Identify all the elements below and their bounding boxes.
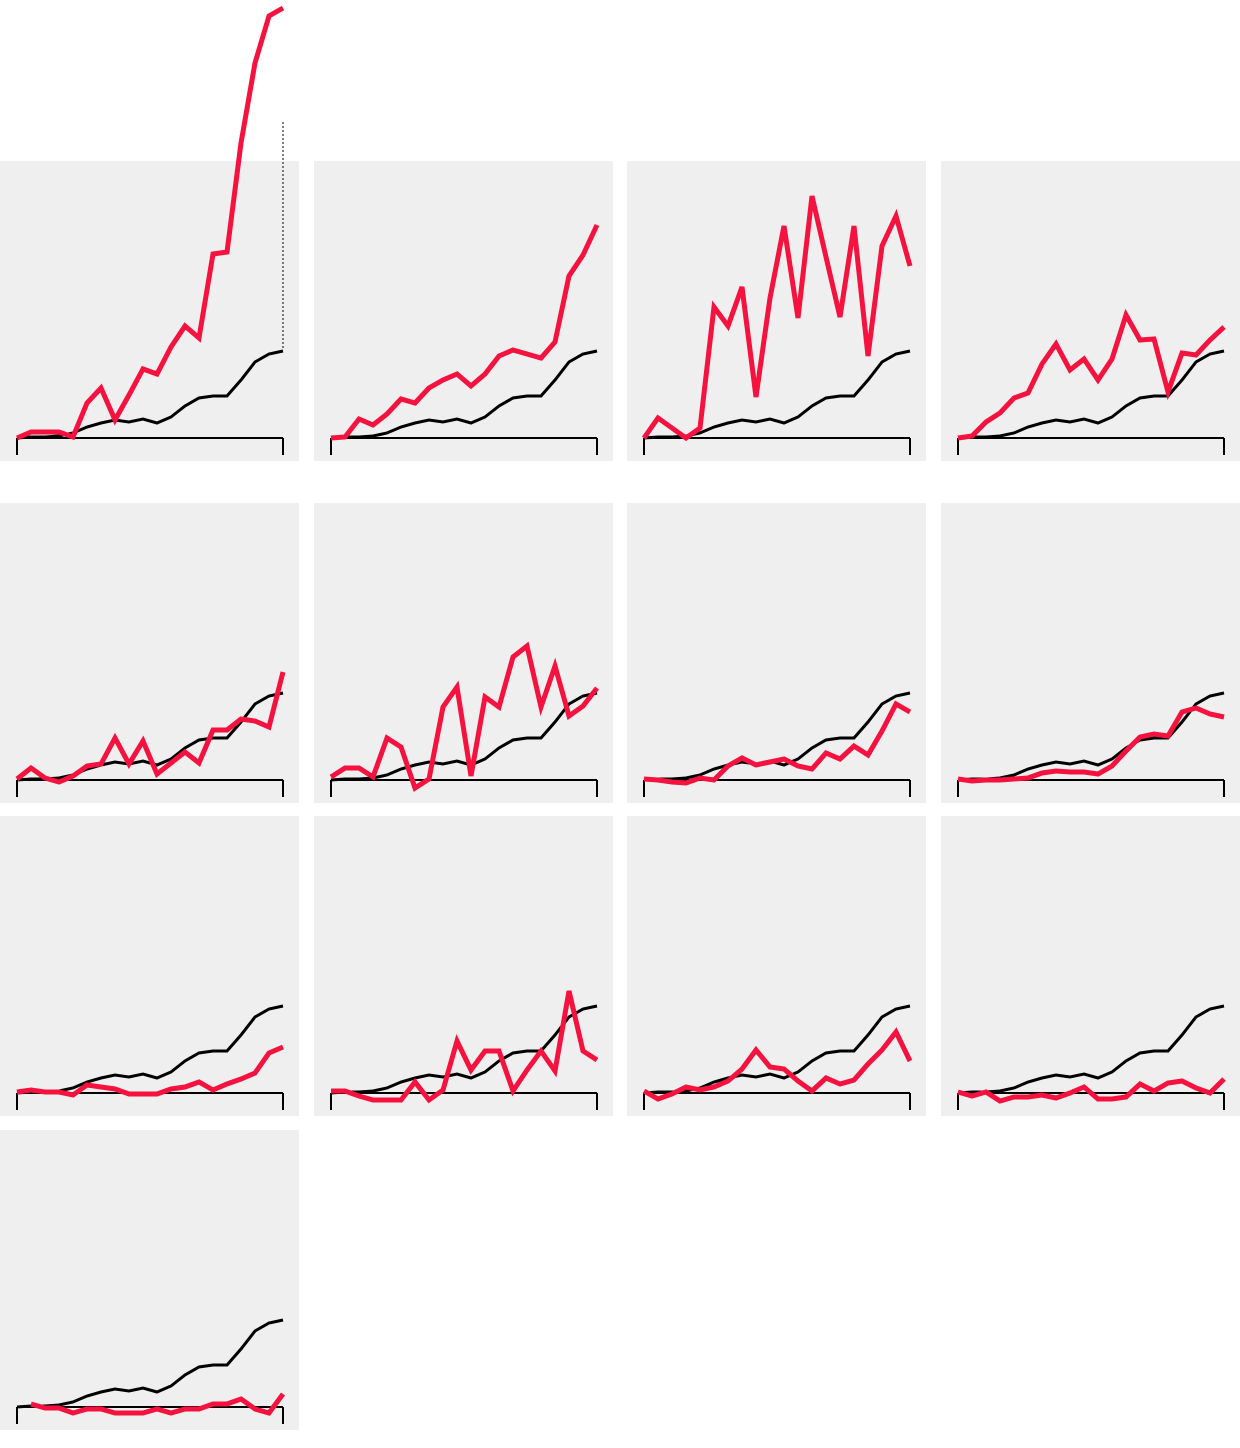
series-line	[957, 1077, 1226, 1104]
panel	[16, 1318, 286, 1424]
series-line	[30, 1392, 286, 1416]
panel	[957, 1004, 1226, 1110]
reference-line	[643, 1004, 911, 1095]
panel-background	[941, 816, 1240, 1116]
series-line	[957, 705, 1225, 784]
panels	[0, 5, 1240, 1430]
series-line	[643, 700, 912, 786]
panel	[15, 671, 286, 797]
panel	[641, 195, 913, 455]
panel-background	[0, 816, 299, 1116]
panel-background	[0, 1130, 299, 1430]
panel	[16, 1004, 284, 1110]
panel	[643, 691, 912, 797]
series-line	[957, 308, 1226, 441]
panel	[330, 223, 600, 455]
series-line	[642, 1027, 913, 1102]
reference-line	[957, 1004, 1225, 1095]
series-line	[641, 195, 913, 442]
series-line	[16, 5, 285, 441]
panel-background	[314, 503, 613, 803]
reference-line	[16, 1318, 284, 1409]
panel	[330, 990, 599, 1110]
panel-background	[627, 161, 926, 461]
series-line	[15, 671, 286, 785]
panel-background	[627, 503, 926, 803]
panel	[642, 1004, 913, 1110]
series-line	[330, 223, 600, 441]
panel	[957, 691, 1225, 797]
reference-line	[16, 349, 284, 440]
series-line	[329, 641, 599, 792]
panel	[16, 5, 285, 455]
panel	[957, 308, 1226, 455]
series-line	[16, 1044, 284, 1098]
panel-background	[0, 161, 299, 461]
reference-line	[330, 1004, 598, 1095]
reference-line	[330, 349, 598, 440]
reference-line	[957, 349, 1225, 440]
panel-background	[314, 816, 613, 1116]
panel-background	[314, 161, 613, 461]
panel-background	[627, 816, 926, 1116]
panel	[329, 641, 599, 797]
panel-background	[941, 503, 1240, 803]
panel-background	[941, 161, 1240, 461]
series-line	[331, 990, 599, 1104]
